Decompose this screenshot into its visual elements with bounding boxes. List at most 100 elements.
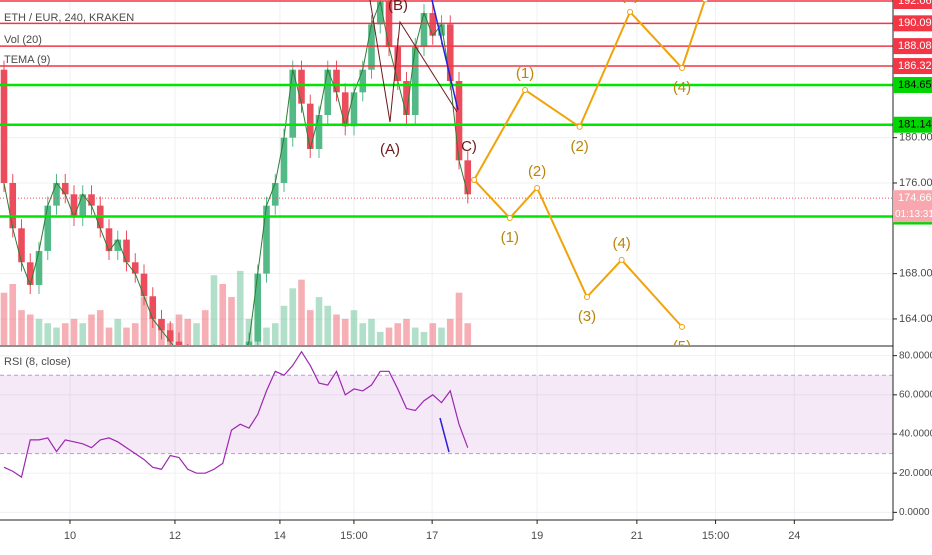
volume-bar: [0, 292, 8, 345]
level-label-bg: [893, 76, 932, 93]
candle-body: [0, 69, 8, 183]
volume-bar: [210, 275, 218, 345]
volume-bar: [193, 323, 200, 345]
x-tick-label: 17: [426, 530, 438, 542]
volume-bar: [175, 314, 183, 345]
x-tick-label: 15:00: [340, 530, 368, 542]
waves: (1) (2) (3) (4) (1) (2) (3) (4) (5): [471, 0, 709, 345]
candle-body: [53, 182, 60, 206]
x-tick-label: 24: [788, 530, 800, 542]
candle-body: [315, 115, 323, 149]
level-label: 190.09: [898, 17, 932, 29]
volume-bar: [114, 318, 122, 345]
candle-body: [394, 47, 402, 82]
x-tick-label: 21: [631, 530, 643, 542]
candle-body: [166, 330, 174, 342]
wave-label: (3): [621, 0, 639, 4]
countdown: 01:13:31: [895, 209, 932, 220]
y-tick-label: 80.0000: [899, 350, 932, 361]
wave-point: [522, 86, 529, 93]
volume-bar: [438, 327, 445, 345]
level-label-bg: [893, 15, 932, 32]
y-tick-label: 60.0000: [899, 389, 932, 400]
candle-body: [324, 69, 332, 115]
candle-body: [26, 262, 34, 285]
level-label: 188.08: [898, 40, 932, 52]
wave-label: (2): [570, 138, 588, 155]
candle-body: [359, 69, 367, 93]
volume-bar: [411, 327, 419, 345]
volume-bar: [403, 318, 410, 345]
wave-point: [534, 184, 541, 191]
candle-body: [289, 69, 297, 138]
wave-label: (1): [501, 229, 519, 246]
volume-bar: [53, 327, 60, 345]
volume-bar: [184, 318, 192, 345]
candle-body: [403, 81, 410, 115]
candle-body: [455, 81, 463, 161]
volume-bar: [306, 310, 314, 345]
volume-bar: [140, 297, 148, 345]
volume-bar: [298, 279, 305, 345]
level-label-bg: [893, 116, 932, 133]
volume-bar: [236, 270, 244, 345]
volume-bar: [420, 331, 428, 345]
volume-bar: [271, 323, 279, 345]
candle-body: [298, 69, 305, 104]
candle-body: [446, 24, 454, 82]
levels: [0, 0, 893, 218]
candle-body: [140, 273, 148, 297]
volume-bar: [455, 292, 463, 345]
volume-bar: [105, 327, 113, 345]
volume-bar: [123, 327, 130, 345]
wave-point: [618, 256, 625, 263]
candle-body: [306, 103, 314, 149]
wave-point: [702, 0, 709, 3]
candle-body: [464, 160, 472, 195]
wave-point: [627, 8, 634, 15]
wave-label: (2): [528, 163, 546, 180]
volume-bar: [201, 310, 209, 345]
y-tick-label: 168.00: [899, 268, 932, 280]
candle-body: [429, 13, 437, 36]
volume-bar: [219, 283, 227, 345]
rsi-trend-line: [439, 417, 450, 453]
volume-bar: [18, 310, 25, 345]
candle-body: [411, 47, 419, 116]
volume-bar: [350, 310, 358, 345]
candle-body: [263, 205, 270, 274]
volume-bar: [131, 323, 139, 345]
volume-bar: [464, 323, 472, 345]
volume-bar: [9, 283, 17, 345]
volume-bar: [429, 323, 437, 345]
wave-point: [506, 214, 513, 221]
annotation: (B): [388, 0, 408, 14]
volume-bar: [35, 318, 43, 345]
rsi-line: [3, 350, 469, 479]
candle-body: [280, 137, 288, 183]
candle-body: [105, 228, 113, 251]
level-label-bg: [893, 38, 932, 55]
volume-bar: [289, 288, 297, 345]
candle-body: [385, 1, 393, 48]
candle-body: [158, 318, 165, 331]
volume-bar: [88, 314, 95, 345]
candles: [0, 0, 472, 345]
wave-label: (3): [578, 308, 596, 325]
rsi-title: RSI (8, close): [4, 356, 71, 368]
trend-line: [431, 0, 459, 111]
candle-body: [88, 194, 95, 206]
annotation: (A): [380, 141, 400, 158]
volume-bar: [61, 323, 69, 345]
y-tick-label: 20.0000: [899, 468, 932, 479]
y-tick-label: 180.00: [899, 132, 932, 144]
candle-body: [254, 273, 262, 342]
indicator-label: Vol (20): [4, 34, 42, 46]
x-tick-label: 14: [274, 530, 286, 542]
wave-point: [583, 293, 590, 300]
candle-body: [368, 24, 375, 70]
candle-body: [9, 182, 17, 229]
candle-body: [131, 262, 139, 274]
